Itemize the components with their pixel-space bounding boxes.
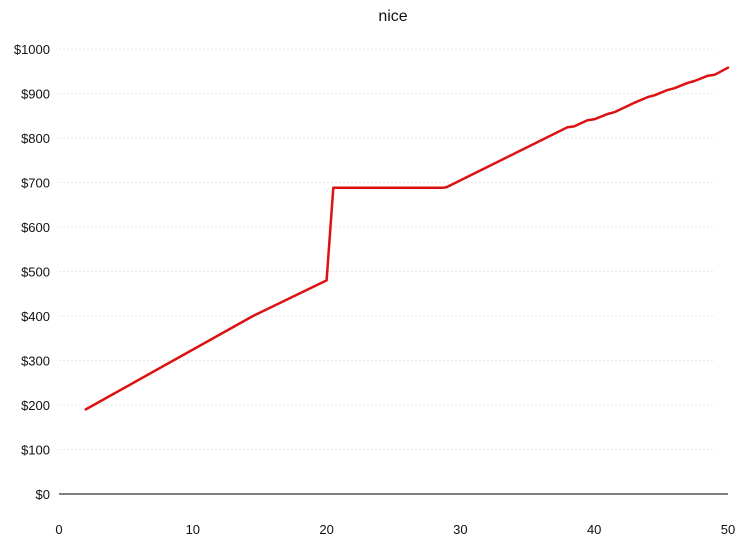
y-tick-label: $600 [21, 220, 50, 235]
series-line [84, 66, 730, 411]
x-tick-label: 10 [186, 522, 200, 537]
x-tick-label: 50 [721, 522, 735, 537]
y-tick-label: $0 [36, 487, 50, 502]
x-tick-label: 20 [319, 522, 333, 537]
y-tick-label: $500 [21, 265, 50, 280]
y-tick-label: $1000 [14, 42, 50, 57]
series-layer [84, 66, 730, 411]
y-axis-tick-labels: $0 $100 $200 $300 $400 $500 $600 $700 $800 $900 $1… [14, 42, 50, 502]
x-axis-tick-labels: 0 10 20 30 40 50 [55, 522, 735, 537]
y-tick-label: $900 [21, 87, 50, 102]
chart-title: nice [378, 8, 407, 25]
gridlines [59, 48, 715, 450]
y-tick-label: $200 [21, 398, 50, 413]
x-tick-label: 30 [453, 522, 467, 537]
x-tick-label: 40 [587, 522, 601, 537]
x-tick-label: 0 [55, 522, 62, 537]
y-tick-label: $100 [21, 443, 50, 458]
y-tick-label: $300 [21, 354, 50, 369]
y-tick-label: $400 [21, 309, 50, 324]
y-tick-label: $700 [21, 176, 50, 191]
y-tick-label: $800 [21, 131, 50, 146]
